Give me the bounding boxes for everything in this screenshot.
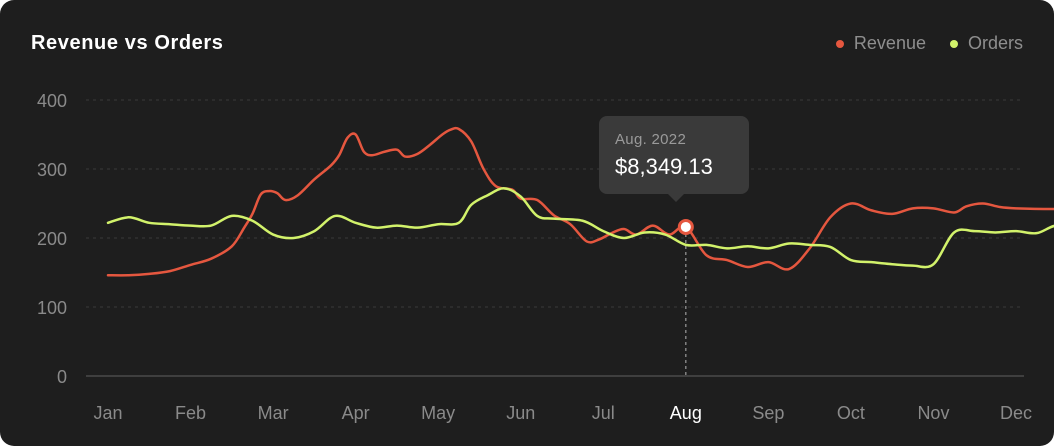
- tooltip-value: $8,349.13: [615, 154, 713, 179]
- y-tick-label: 300: [37, 160, 67, 180]
- series-line-orders[interactable]: [106, 187, 1054, 269]
- y-tick-label: 0: [57, 367, 67, 387]
- series-line-revenue[interactable]: [106, 126, 1054, 277]
- tooltip-label: Aug. 2022: [615, 131, 687, 148]
- x-tick-label-apr[interactable]: Apr: [342, 403, 370, 423]
- legend-orders-label: Orders: [967, 33, 1023, 53]
- chart-tooltip: Aug. 2022 $8,349.13: [599, 116, 749, 202]
- x-tick-label-mar[interactable]: Mar: [258, 403, 289, 423]
- x-tick-label-feb[interactable]: Feb: [175, 403, 206, 423]
- x-tick-label-may[interactable]: May: [421, 403, 455, 423]
- x-axis-ticks: Jan Feb Mar Apr May Jun Jul Aug Sep Oct Nov Dec: [93, 403, 1032, 423]
- legend-revenue-dot: [835, 39, 844, 48]
- series-lines: [106, 126, 1054, 277]
- x-tick-label-jul[interactable]: Jul: [592, 403, 615, 423]
- x-tick-label-dec[interactable]: Dec: [1000, 403, 1032, 423]
- x-tick-label-nov[interactable]: Nov: [917, 403, 949, 423]
- x-tick-label-jan[interactable]: Jan: [93, 403, 122, 423]
- legend-revenue-label: Revenue: [853, 33, 926, 53]
- y-tick-label: 400: [37, 91, 67, 111]
- y-axis-ticks: 0 100 200 300 400: [37, 91, 67, 387]
- legend-item-revenue[interactable]: Revenue: [835, 33, 926, 54]
- legend-orders-dot: [949, 39, 958, 48]
- y-tick-label: 100: [37, 298, 67, 318]
- x-tick-label-oct[interactable]: Oct: [837, 403, 865, 423]
- x-tick-label-aug[interactable]: Aug: [670, 403, 702, 423]
- chart-legend: Revenue Orders: [835, 33, 1023, 54]
- legend-item-orders[interactable]: Orders: [949, 33, 1023, 54]
- hover-point-revenue[interactable]: [677, 218, 694, 235]
- chart-title: Revenue vs Orders: [31, 32, 224, 54]
- hover-points: [677, 218, 694, 235]
- y-tick-label: 200: [37, 229, 67, 249]
- grid-lines: [86, 99, 1024, 377]
- x-tick-label-jun[interactable]: Jun: [506, 403, 535, 423]
- x-tick-label-sep[interactable]: Sep: [752, 403, 784, 423]
